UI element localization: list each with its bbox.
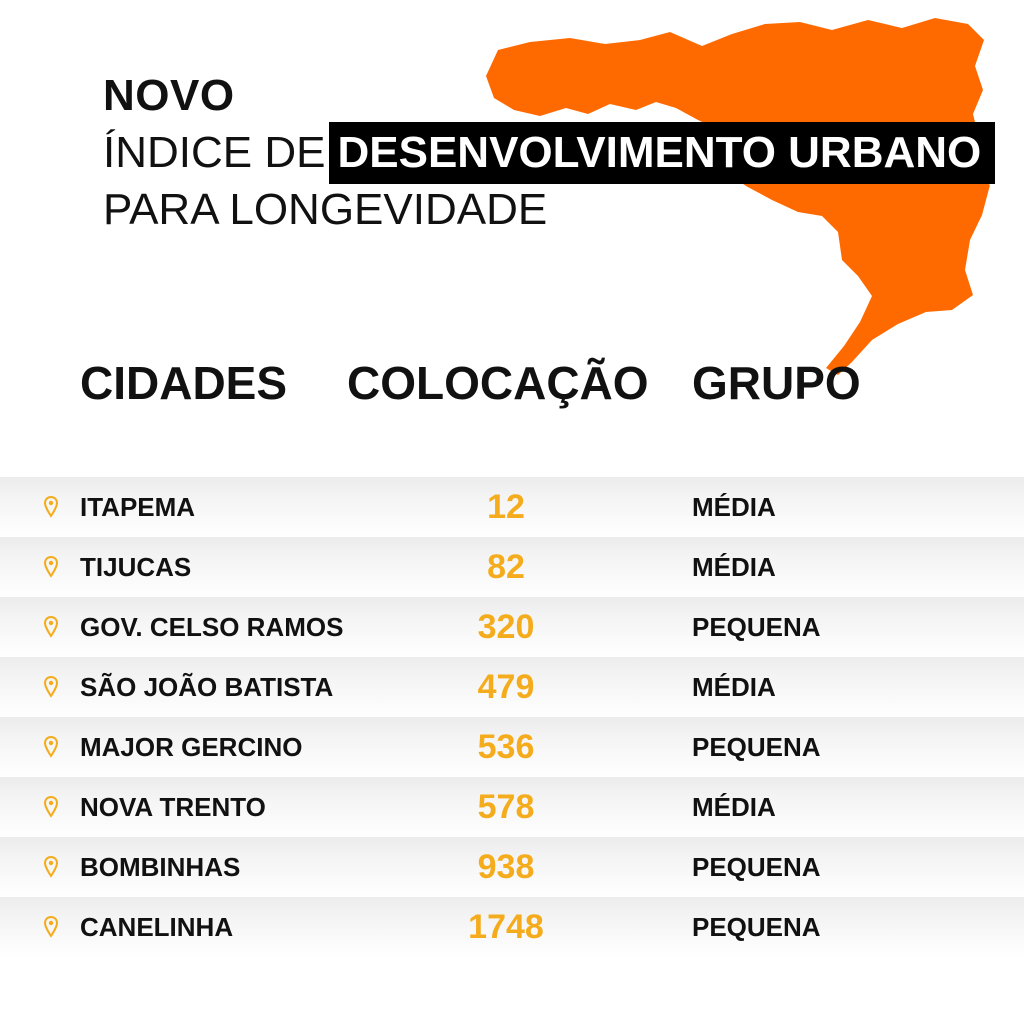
group-value: MÉDIA xyxy=(692,492,776,522)
map-pin-icon xyxy=(44,796,58,818)
city-name: CANELINHA xyxy=(80,912,234,942)
map-pin-icon xyxy=(44,616,58,638)
city-name: MAJOR GERCINO xyxy=(80,732,303,762)
map-pin-icon xyxy=(44,916,58,938)
table-row: NOVA TRENTO 578 MÉDIA xyxy=(0,777,1024,837)
city-name: BOMBINHAS xyxy=(80,852,241,882)
table-row: ITAPEMA 12 MÉDIA xyxy=(0,477,1024,537)
title-block: NOVO ÍNDICE DE DESENVOLVIMENTO URBANO PAR… xyxy=(103,70,996,236)
group-value: PEQUENA xyxy=(692,912,821,942)
city-name: ITAPEMA xyxy=(80,492,196,522)
table-row: BOMBINHAS 938 PEQUENA xyxy=(0,837,1024,897)
rank-value: 938 xyxy=(477,848,535,886)
city-name: GOV. CELSO RAMOS xyxy=(80,612,344,642)
map-pin-icon xyxy=(44,856,58,878)
group-value: PEQUENA xyxy=(692,732,821,762)
map-pin-icon xyxy=(44,556,58,578)
rank-value: 320 xyxy=(477,608,535,646)
map-pin-icon xyxy=(44,676,58,698)
group-value: MÉDIA xyxy=(692,552,776,582)
state-map-icon xyxy=(486,18,990,375)
header-cidades: CIDADES xyxy=(80,357,288,409)
city-name: SÃO JOÃO BATISTA xyxy=(80,672,334,702)
rank-value: 12 xyxy=(487,488,525,526)
ranking-table: ITAPEMA 12 MÉDIA TIJUCAS 82 MÉDIA GOV. C… xyxy=(0,477,1024,957)
title-line-1: NOVO xyxy=(103,71,235,120)
rank-value: 578 xyxy=(477,788,535,826)
table-row: SÃO JOÃO BATISTA 479 MÉDIA xyxy=(0,657,1024,717)
group-value: PEQUENA xyxy=(692,852,821,882)
rank-value: 479 xyxy=(477,668,535,706)
group-value: MÉDIA xyxy=(692,792,776,822)
table-row: GOV. CELSO RAMOS 320 PEQUENA xyxy=(0,597,1024,657)
rank-value: 1748 xyxy=(468,908,544,946)
rank-value: 536 xyxy=(477,728,535,766)
group-value: PEQUENA xyxy=(692,612,821,642)
title-line-3: PARA LONGEVIDADE xyxy=(103,185,548,234)
city-name: TIJUCAS xyxy=(80,552,192,582)
header-colocacao: COLOCAÇÃO xyxy=(347,357,649,409)
city-name: NOVA TRENTO xyxy=(80,792,266,822)
map-pin-icon xyxy=(44,736,58,758)
table-row: TIJUCAS 82 MÉDIA xyxy=(0,537,1024,597)
title-line-2: ÍNDICE DE DESENVOLVIMENTO URBANO xyxy=(103,122,996,184)
table-row: CANELINHA 1748 PEQUENA xyxy=(0,897,1024,957)
rank-value: 82 xyxy=(487,548,525,586)
table-row: MAJOR GERCINO 536 PEQUENA xyxy=(0,717,1024,777)
title-highlight: DESENVOLVIMENTO URBANO xyxy=(329,122,996,184)
map-pin-icon xyxy=(44,496,58,518)
group-value: MÉDIA xyxy=(692,672,776,702)
header-grupo: GRUPO xyxy=(692,357,861,409)
title-line-2-prefix: ÍNDICE DE xyxy=(103,128,326,177)
